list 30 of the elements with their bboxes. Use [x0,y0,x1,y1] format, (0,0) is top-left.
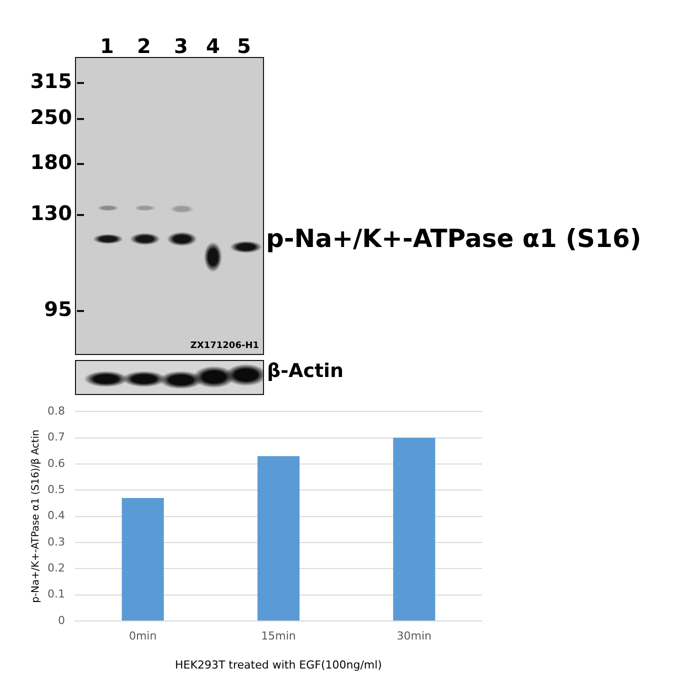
text: 3 [174,34,188,58]
x-tick-label: 30min [396,629,432,642]
text: 250 [30,105,72,129]
y-tick-label: 0.7 [48,430,65,444]
y-axis-title: p-Na+/K+-ATPase α1 (S16)/β Actin [30,430,42,603]
bar [393,438,436,620]
x-axis-title: HEK293T treated with EGF(100ng/ml) [175,658,382,672]
x-tick-label: 0min [128,629,157,642]
y-tick-label: 0.3 [48,535,65,548]
text: p-Na+/K+-ATPase α1 (S16) [266,224,642,253]
text: 95 [44,297,72,321]
bar [257,456,300,620]
text: 2 [137,34,151,58]
text: ZX171206-H1 [190,341,259,351]
text: 315 [30,69,72,93]
y-tick-label: 0.2 [48,562,65,575]
y-tick-label: 0.5 [48,482,65,496]
text: 5 [237,34,251,58]
y-tick-label: 0 [58,614,65,627]
y-tick-label: 0.6 [48,456,65,470]
text: 1 [100,34,114,58]
text: β-Actin [267,360,344,382]
y-tick-label: 0.8 [48,404,65,418]
y-tick-label: 0.1 [48,588,65,601]
text: 180 [30,150,72,174]
bar [122,498,164,620]
y-tick-label: 0.4 [48,509,65,522]
x-tick-label: 15min [261,629,296,642]
text: 130 [30,201,72,225]
text: 4 [206,34,220,58]
